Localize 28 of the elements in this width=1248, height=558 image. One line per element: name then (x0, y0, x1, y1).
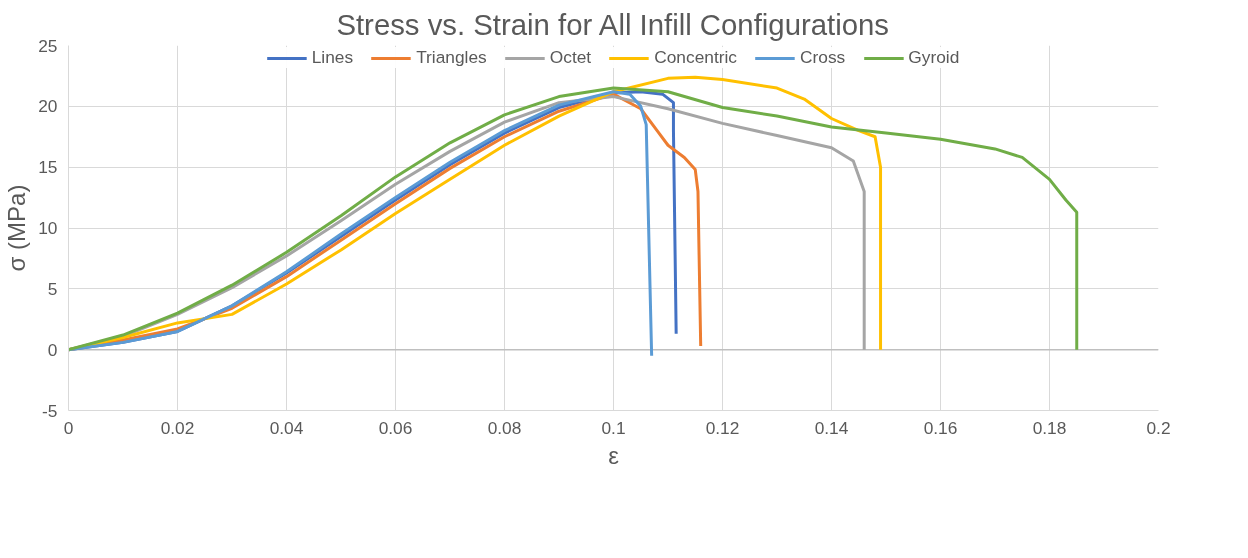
y-tick-label: 10 (38, 218, 58, 238)
legend-label: Cross (800, 47, 846, 68)
x-tick-label: 0.16 (923, 417, 958, 438)
x-tick-label: 0.02 (160, 417, 195, 438)
x-axis-title: ε (608, 441, 620, 469)
legend-label: Gyroid (908, 47, 960, 68)
x-tick-label: 0 (63, 417, 74, 438)
x-tick-label: 0.2 (1146, 417, 1171, 438)
legend-label: Octet (549, 47, 592, 68)
chart-title: Stress vs. Strain for All Infill Configurations (336, 7, 889, 41)
y-axis-title: σ (MPa) (3, 184, 31, 272)
legend-label: Lines (311, 47, 354, 68)
y-tick-label: 5 (47, 278, 58, 299)
line-series (68, 86, 1079, 352)
y-tick-label: 15 (38, 157, 58, 178)
x-tick-label: 0.14 (814, 417, 849, 438)
x-tick-label: 0.04 (269, 417, 304, 438)
x-tick-label: 0.06 (378, 417, 413, 438)
y-tick-label: 20 (38, 96, 58, 117)
legend-label: Triangles (416, 47, 487, 68)
legend-label: Concentric (654, 47, 738, 68)
x-tick-label: 0.1 (601, 417, 626, 438)
x-tick-label: 0.18 (1032, 417, 1067, 438)
x-tick-label: 0.08 (487, 417, 522, 438)
y-tick-label: -5 (42, 400, 58, 421)
x-tick-label: 0.12 (705, 417, 740, 438)
y-tick-label: 25 (38, 35, 58, 56)
y-tick-label: 0 (47, 339, 58, 360)
